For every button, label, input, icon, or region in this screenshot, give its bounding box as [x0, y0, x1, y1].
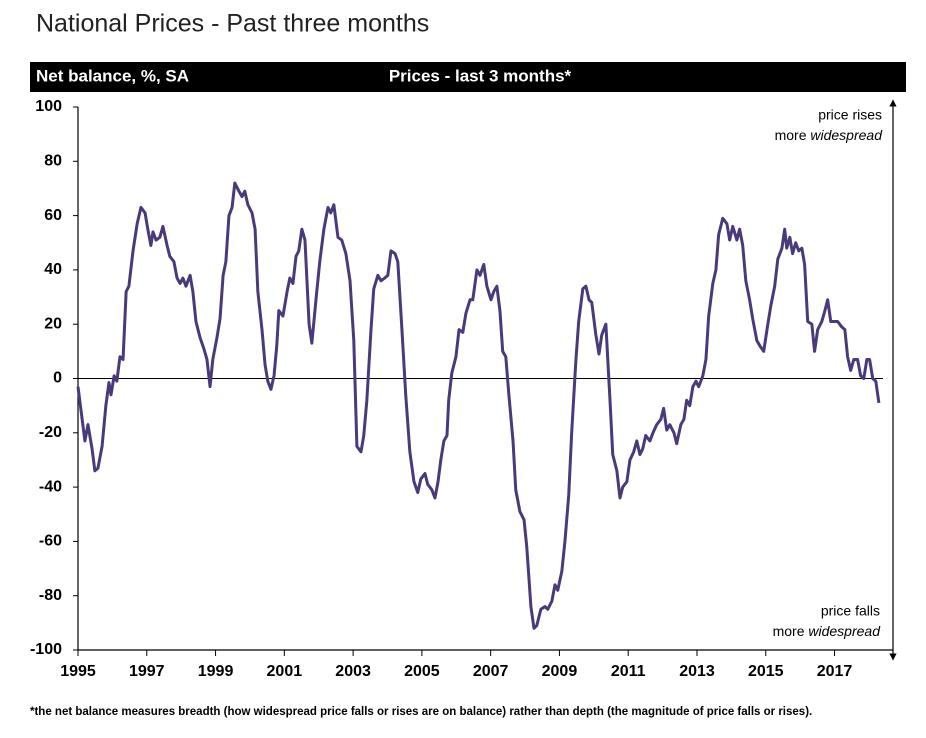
- x-tick-label: 1997: [129, 663, 165, 680]
- x-tick-label: 1999: [198, 663, 234, 680]
- footnote: *the net balance measures breadth (how w…: [30, 706, 812, 718]
- y-tick-label: 0: [53, 370, 62, 387]
- y-tick-label: 80: [44, 153, 62, 170]
- y-tick-label: 20: [44, 315, 62, 332]
- x-tick-label: 2017: [817, 663, 853, 680]
- y-tick-label: 40: [44, 261, 62, 278]
- header-center: Prices - last 3 months*: [389, 66, 572, 85]
- y-tick-label: -20: [39, 424, 62, 441]
- annotation-text: more: [773, 623, 805, 639]
- annotation-italic: widespread: [810, 127, 883, 143]
- header-bar: [30, 62, 906, 92]
- annotation-bottom-1: price falls: [821, 603, 880, 619]
- y-tick-label: -80: [39, 587, 62, 604]
- x-tick-label: 2015: [748, 663, 784, 680]
- y-tick-label: -100: [30, 641, 62, 658]
- y-tick-label: 60: [44, 207, 62, 224]
- annotation-bottom-2: more widespread: [773, 623, 882, 639]
- y-tick-label: -40: [39, 478, 62, 495]
- x-tick-label: 2009: [542, 663, 578, 680]
- y-tick-label: 100: [35, 98, 62, 115]
- x-tick-label: 1995: [60, 663, 96, 680]
- x-tick-label: 2005: [404, 663, 440, 680]
- x-tick-label: 2001: [267, 663, 303, 680]
- x-tick-label: 2007: [473, 663, 509, 680]
- y-tick-label: -60: [39, 533, 62, 550]
- x-tick-label: 2011: [611, 663, 646, 680]
- x-tick-label: 2013: [679, 663, 715, 680]
- annotation-top-1: price rises: [818, 107, 882, 123]
- annotation-text: more: [775, 127, 807, 143]
- header-left: Net balance, %, SA: [36, 66, 189, 85]
- series-line: [76, 181, 881, 630]
- annotation-top-2: more widespread: [775, 127, 884, 143]
- annotation-italic: widespread: [808, 623, 881, 639]
- x-tick-label: 2003: [335, 663, 371, 680]
- chart-title: National Prices - Past three months: [36, 10, 429, 38]
